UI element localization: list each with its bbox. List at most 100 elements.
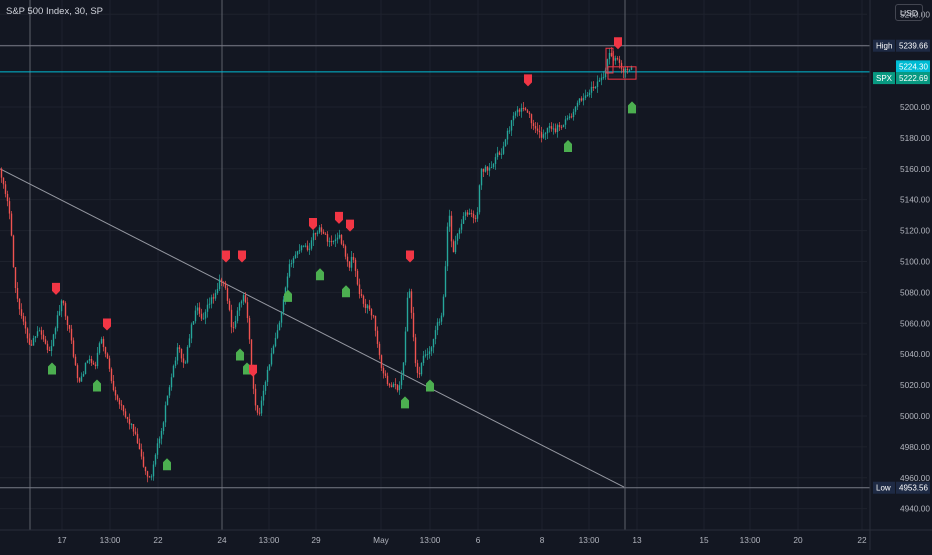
candle-body: [468, 213, 471, 215]
candle-body: [446, 226, 449, 267]
candle-body: [168, 387, 171, 396]
candle-body: [620, 62, 623, 69]
candle-body: [346, 256, 349, 262]
candle-body: [414, 337, 417, 364]
candle-body: [518, 109, 521, 112]
candle-body: [578, 98, 581, 103]
candle-body: [126, 416, 129, 420]
candle-body: [128, 419, 131, 425]
candle-body: [330, 241, 333, 243]
candle-body: [92, 362, 95, 365]
candle-body: [510, 120, 513, 131]
candle-body: [44, 339, 47, 344]
candle-body: [58, 311, 61, 316]
candle-body: [542, 134, 545, 138]
candle-body: [630, 66, 633, 70]
candle-body: [112, 380, 115, 391]
candle-body: [394, 384, 397, 386]
candle-body: [130, 424, 133, 426]
candle-body: [264, 381, 267, 391]
candle-body: [270, 353, 273, 365]
candle-body: [326, 234, 329, 242]
x-tick-label: 17: [57, 535, 67, 545]
candle-body: [184, 362, 187, 364]
candle-body: [252, 369, 255, 389]
candle-body: [146, 471, 149, 477]
candle-body: [302, 245, 305, 247]
x-tick-label: 22: [153, 535, 163, 545]
candle-body: [18, 298, 21, 310]
candle-body: [322, 231, 325, 234]
candle-body: [272, 346, 275, 354]
candle-body: [354, 259, 357, 271]
candle-body: [166, 395, 169, 406]
candle-body: [570, 116, 573, 118]
candle-body: [60, 300, 63, 312]
candle-body: [628, 69, 631, 71]
candle-body: [380, 355, 383, 368]
candle-body: [452, 241, 455, 253]
last-value-label: 5224.30: [899, 62, 928, 71]
buy-signal-marker: [564, 139, 572, 152]
candle-body: [530, 114, 533, 124]
y-tick-label: 5060.00: [900, 318, 930, 328]
candle-body: [488, 167, 491, 171]
candle-body: [624, 68, 627, 73]
candle-body: [368, 305, 371, 310]
x-tick-label: 20: [793, 535, 803, 545]
candle-body: [324, 233, 327, 235]
currency-button[interactable]: USD: [895, 4, 923, 21]
candle-body: [134, 431, 137, 434]
x-tick-label: 13:00: [100, 535, 121, 545]
candle-body: [574, 106, 577, 112]
candle-body: [480, 168, 483, 186]
candle-body: [78, 378, 81, 382]
candle-body: [8, 201, 11, 214]
candle-body: [150, 476, 153, 478]
candle-body: [20, 309, 23, 316]
candle-body: [412, 312, 415, 338]
candle-body: [40, 330, 43, 335]
x-tick-label: 13:00: [740, 535, 761, 545]
sell-signal-marker: [238, 250, 246, 263]
symbol-title[interactable]: S&P 500 Index, 30, SP: [6, 6, 104, 17]
trend-line-group[interactable]: [0, 168, 625, 488]
candle-body: [594, 86, 597, 89]
x-tick-label: 6: [476, 535, 481, 545]
candle-body: [626, 68, 629, 70]
candle-body: [250, 339, 253, 370]
candle-body: [404, 331, 407, 363]
price-axis[interactable]: 5260.005240.005220.005200.005180.005160.…: [869, 0, 930, 550]
candle-body: [76, 365, 79, 379]
candle-body: [238, 303, 241, 311]
y-tick-label: 5020.00: [900, 380, 930, 390]
candle-body: [508, 130, 511, 132]
trend-line[interactable]: [0, 168, 625, 488]
candle-body: [12, 235, 15, 268]
candle-body: [132, 424, 135, 432]
candle-body: [190, 324, 193, 339]
candle-body: [258, 412, 261, 414]
y-tick-label: 5140.00: [900, 195, 930, 205]
candle-body: [534, 126, 537, 129]
spx-name-bg: [873, 72, 895, 85]
candle-body: [234, 321, 237, 328]
x-tick-label: 13:00: [579, 535, 600, 545]
candle-body: [402, 362, 405, 375]
candle-body: [142, 456, 145, 467]
candle-body: [498, 152, 501, 155]
time-axis[interactable]: 17 13:00 22 24 13:00 29 May 13:00 6 8 13:00 13 15 13:…: [0, 529, 932, 545]
candle-body: [352, 256, 355, 260]
candle-body: [56, 315, 59, 329]
candle-body: [458, 229, 461, 234]
candle-body: [566, 118, 569, 120]
candle-body: [50, 346, 53, 351]
candle-body: [230, 309, 233, 328]
candle-body: [196, 307, 199, 311]
candle-body: [618, 59, 621, 63]
candle-body: [616, 58, 619, 60]
candle-body: [86, 360, 89, 363]
candle-body: [180, 348, 183, 359]
